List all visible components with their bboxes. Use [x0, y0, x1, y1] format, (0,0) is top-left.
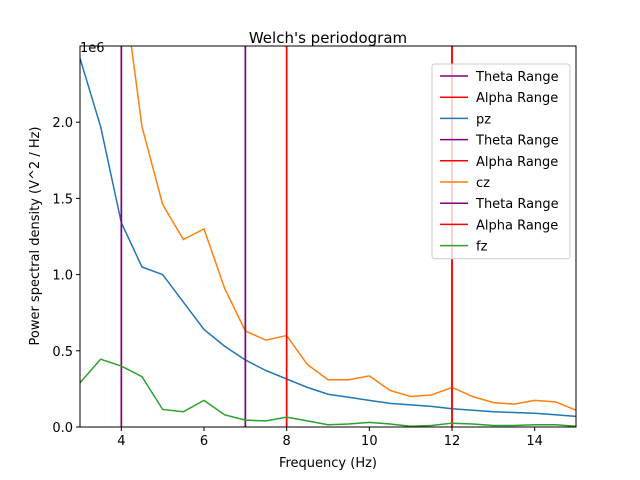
- x-tick-label: 8: [283, 434, 291, 449]
- legend-label: Theta Range: [475, 134, 559, 149]
- y-tick-label: 0.0: [52, 421, 73, 436]
- y-tick-label: 0.5: [52, 345, 73, 360]
- x-tick-label: 14: [526, 434, 543, 449]
- y-tick-label: 1.0: [52, 269, 73, 284]
- legend-label: Alpha Range: [476, 155, 558, 170]
- x-tick-label: 12: [444, 434, 461, 449]
- x-tick-label: 6: [200, 434, 208, 449]
- y-tick-label: 1.5: [52, 192, 73, 207]
- y-tick-label: 2.0: [52, 116, 73, 131]
- series-line: [80, 358, 576, 427]
- x-tick-label: 4: [117, 434, 125, 449]
- legend-label: Alpha Range: [476, 218, 558, 233]
- legend-label: Theta Range: [475, 197, 559, 212]
- legend-label: fz: [476, 240, 488, 255]
- x-tick-label: 10: [361, 434, 378, 449]
- legend-label: cz: [476, 176, 490, 191]
- legend-label: Alpha Range: [476, 91, 558, 106]
- chart-title: Welch's periodogram: [249, 29, 407, 47]
- x-axis-label: Frequency (Hz): [279, 456, 377, 471]
- legend-label: pz: [476, 112, 491, 127]
- series-line: [80, 57, 576, 418]
- series-line: [130, 46, 576, 411]
- legend-box: [431, 63, 571, 260]
- y-axis-label: Power spectral density (V^2 / Hz): [28, 126, 43, 345]
- y-offset-label: 1e6: [80, 41, 105, 56]
- axes-frame: [79, 45, 577, 428]
- legend-label: Theta Range: [475, 70, 559, 85]
